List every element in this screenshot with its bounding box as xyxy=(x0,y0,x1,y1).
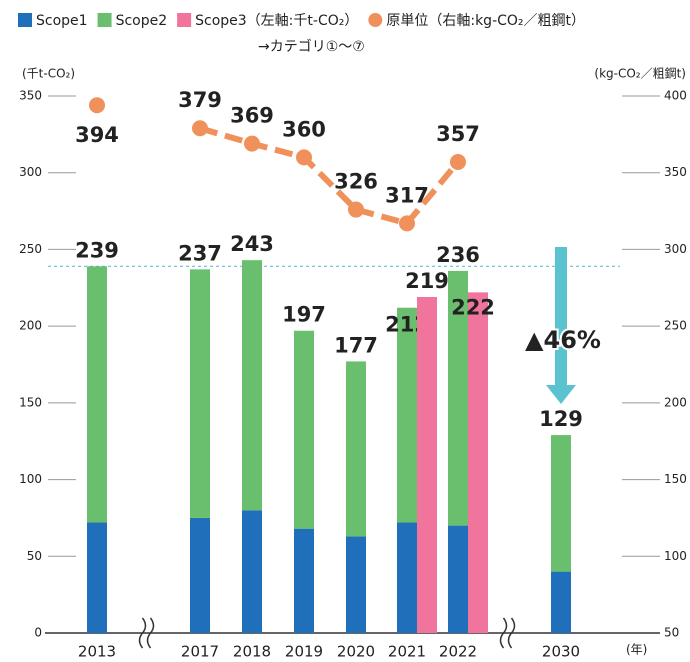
total-label: 243 xyxy=(230,232,274,256)
y2-tick-label: 150 xyxy=(664,472,687,486)
legend-label: Scope2 xyxy=(116,13,168,29)
y-tick-label: 100 xyxy=(19,472,42,486)
legend-label: 原単位（右軸:kg-CO₂／粗鋼t） xyxy=(386,13,585,29)
legend-label: Scope1 xyxy=(36,13,88,29)
total-label: 177 xyxy=(334,333,378,357)
y-tick-label: 350 xyxy=(19,89,42,103)
y2-tick-label: 250 xyxy=(664,319,687,333)
legend-note: →カテゴリ①〜⑦ xyxy=(258,38,365,55)
bar xyxy=(417,296,437,633)
y-tick-label: 200 xyxy=(19,319,42,333)
bar xyxy=(294,330,314,529)
bar xyxy=(242,510,262,633)
legend-swatch xyxy=(18,13,32,27)
x-tick-label: 2013 xyxy=(78,643,116,661)
x-tick-label: 2021 xyxy=(388,643,426,661)
bar xyxy=(448,270,468,526)
x-tick-label: 2030 xyxy=(542,643,580,661)
bar xyxy=(397,307,417,523)
bar xyxy=(242,260,262,511)
line-point xyxy=(348,201,364,218)
line xyxy=(199,125,461,227)
line-label: 360 xyxy=(282,117,326,141)
x-tick-label: 2018 xyxy=(233,643,271,661)
value-label: 219 xyxy=(405,269,449,293)
y2-axis-label: (kg-CO₂／粗鋼t) xyxy=(594,67,686,81)
y2-tick-label: 50 xyxy=(664,626,679,640)
total-label: 197 xyxy=(282,303,326,327)
line-label: 394 xyxy=(75,123,119,147)
y-tick-label: 50 xyxy=(27,549,42,563)
y-tick-label: 250 xyxy=(19,242,42,256)
bar xyxy=(448,525,468,633)
arrow-shaft xyxy=(555,247,567,387)
bar xyxy=(551,571,571,633)
bar xyxy=(468,292,488,633)
line-label: 369 xyxy=(230,104,274,128)
y-tick-label: 0 xyxy=(34,626,42,640)
line-point xyxy=(450,153,466,170)
line-point xyxy=(399,215,415,232)
line-point xyxy=(192,120,208,137)
y-axis-label: (千t-CO₂) xyxy=(22,67,75,81)
x-tick-label: 2022 xyxy=(439,643,477,661)
bar xyxy=(190,269,210,518)
line-label: 317 xyxy=(385,183,429,207)
bar xyxy=(87,522,107,633)
y2-tick-label: 300 xyxy=(664,242,687,256)
value-label: 222 xyxy=(451,295,495,319)
line-label: 357 xyxy=(436,122,480,146)
legend-swatch xyxy=(97,13,112,27)
y-tick-label: 300 xyxy=(19,165,42,179)
y2-tick-label: 100 xyxy=(664,549,687,563)
legend-label: Scope3（左軸:千t-CO₂） xyxy=(195,13,358,29)
legend-swatch xyxy=(177,13,192,27)
y2-tick-label: 350 xyxy=(664,165,687,179)
line-label: 379 xyxy=(178,88,222,112)
bar xyxy=(397,522,417,633)
bar xyxy=(87,266,107,523)
legend-swatch xyxy=(368,13,383,27)
bar xyxy=(346,361,366,537)
line-point xyxy=(244,135,260,152)
total-label: 129 xyxy=(539,407,583,431)
x-tick-label: 2017 xyxy=(181,643,219,661)
bar xyxy=(551,435,571,572)
x-tick-label: 2019 xyxy=(285,643,323,661)
bar xyxy=(190,517,210,633)
line-point xyxy=(89,97,105,114)
axis-break xyxy=(499,617,516,649)
total-label: 237 xyxy=(178,241,222,265)
bar xyxy=(294,528,314,633)
axis-break xyxy=(138,617,155,649)
y2-tick-label: 200 xyxy=(664,395,687,409)
x-tick-label: 2020 xyxy=(337,643,375,661)
bar xyxy=(346,536,366,633)
annotation: ▲46% xyxy=(525,326,601,354)
y-tick-label: 150 xyxy=(19,395,42,409)
arrow-head xyxy=(546,385,576,404)
total-label: 239 xyxy=(75,238,119,262)
x-axis-label: (年) xyxy=(626,643,647,657)
y2-tick-label: 400 xyxy=(664,89,687,103)
line-point xyxy=(296,149,312,166)
total-label: 236 xyxy=(436,243,480,267)
line-label: 326 xyxy=(334,170,378,194)
